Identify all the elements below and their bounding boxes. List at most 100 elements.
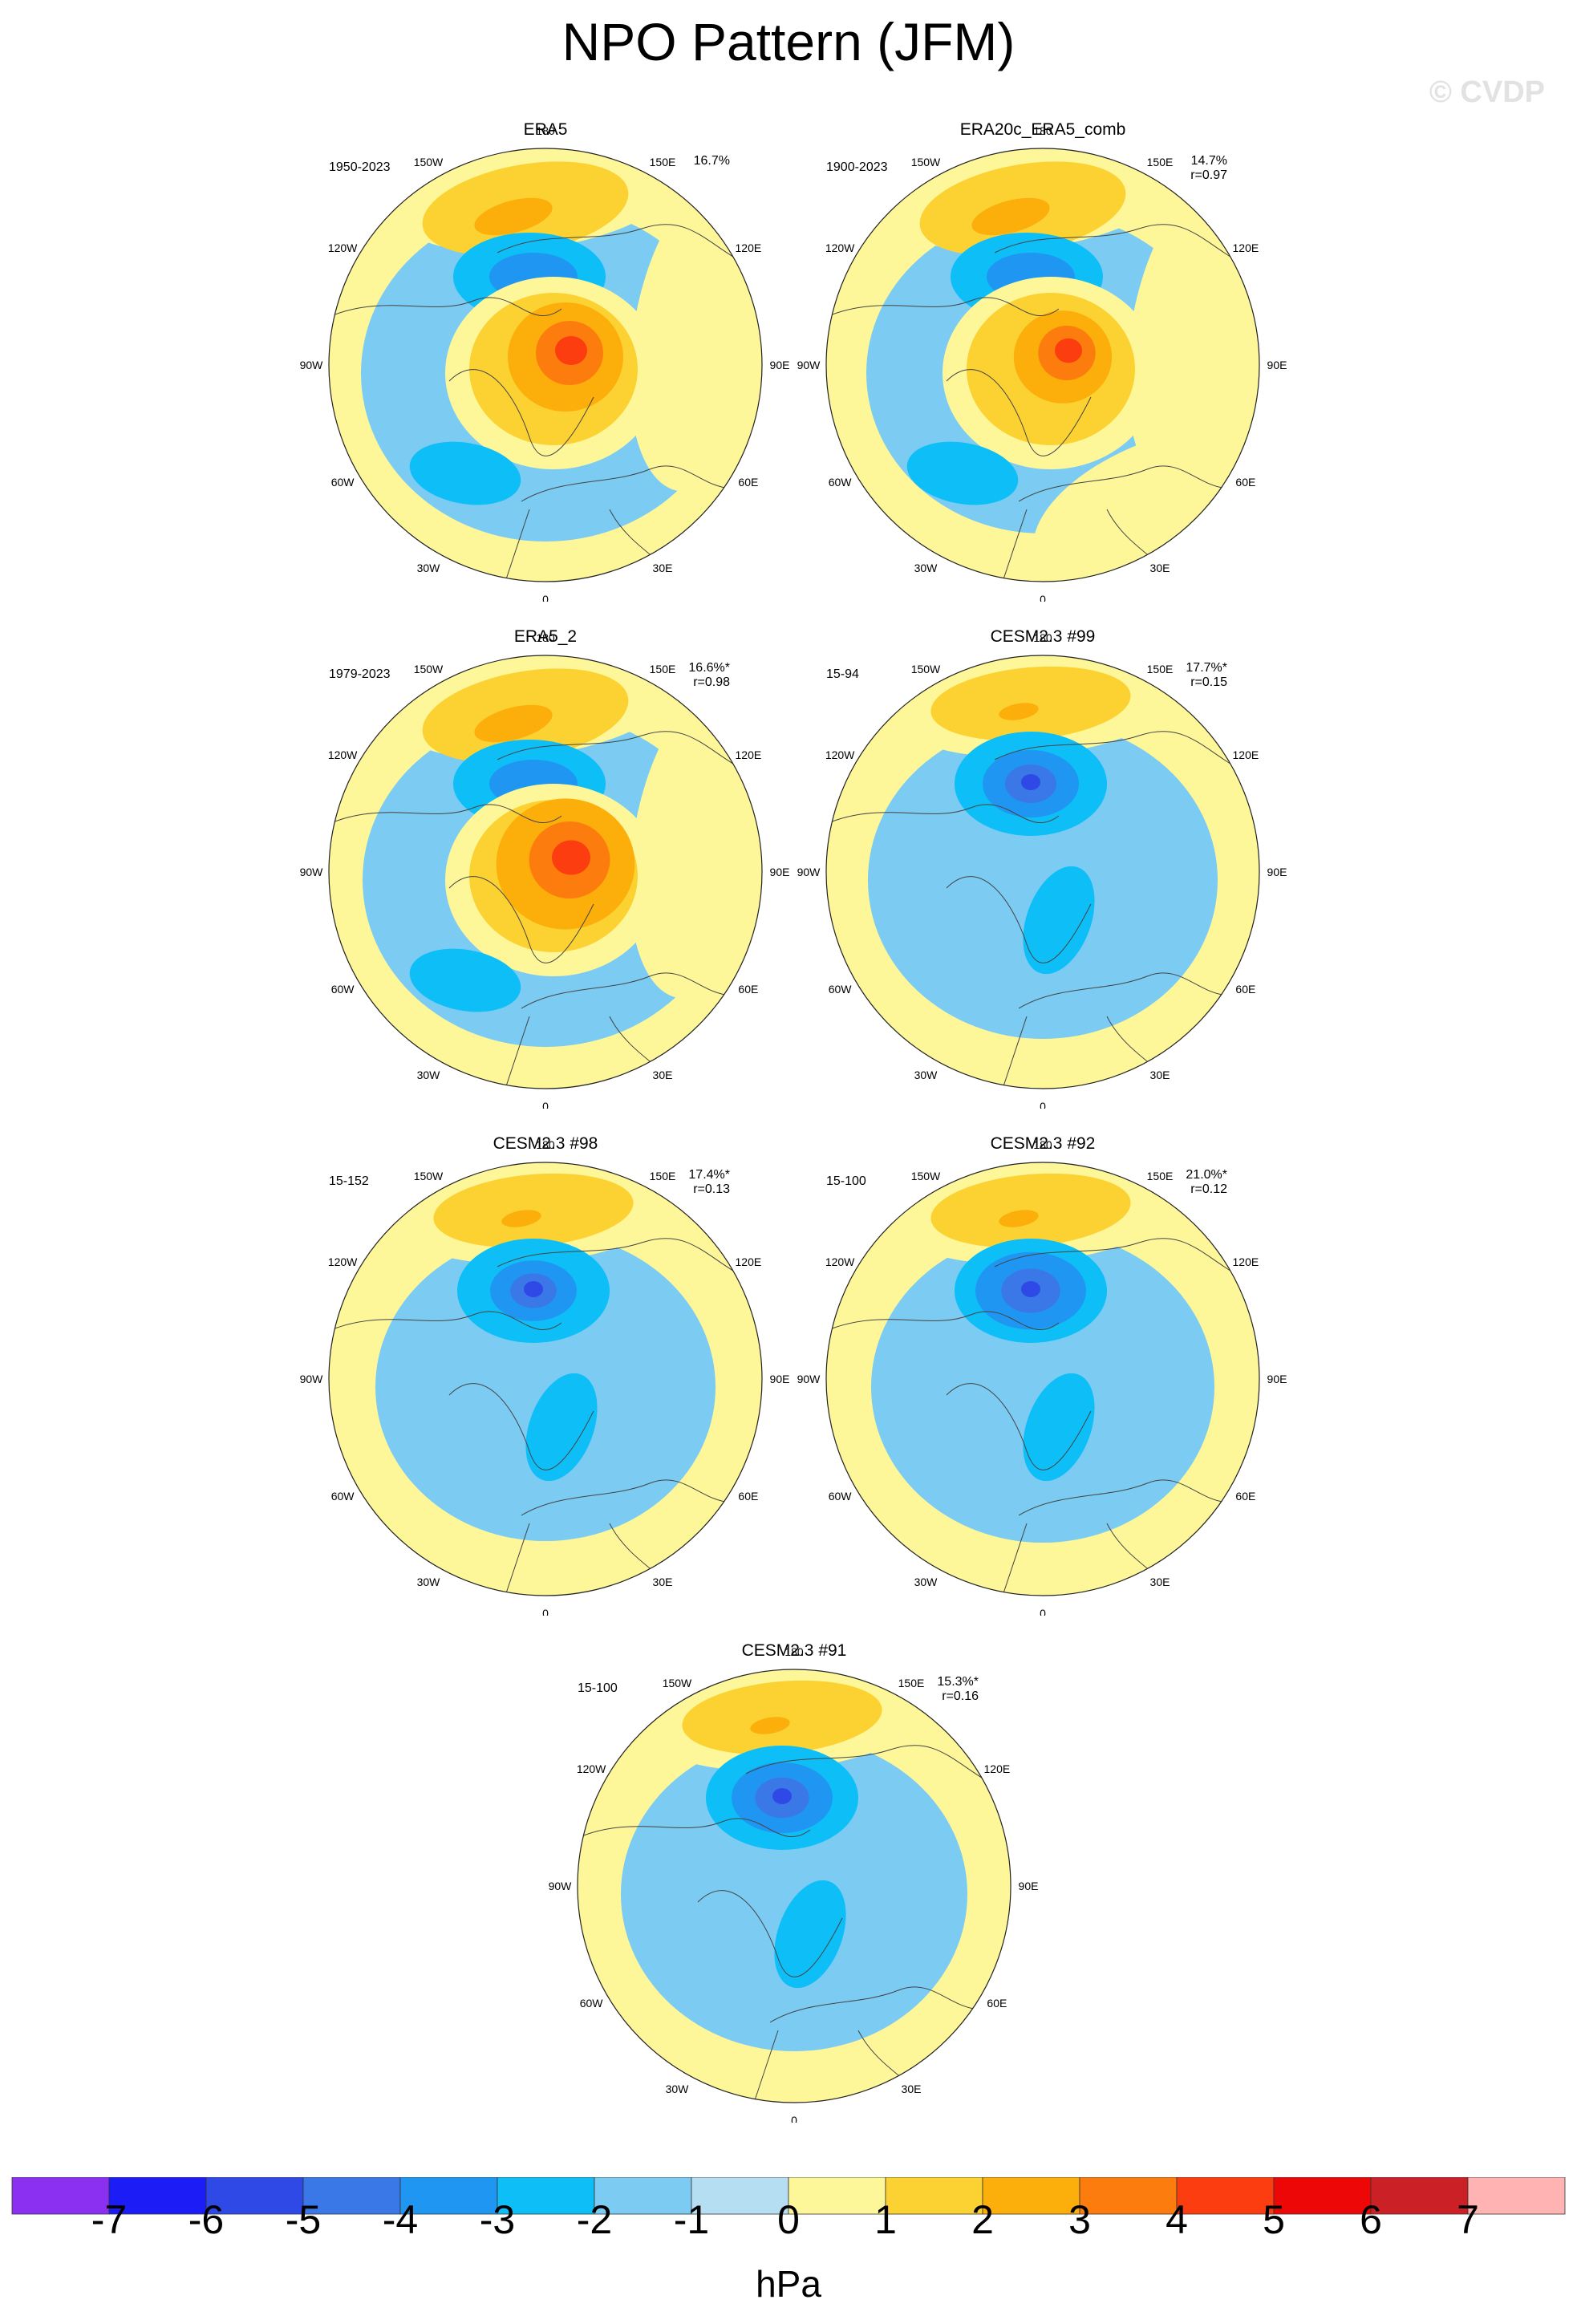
polar-high-5: [555, 336, 587, 365]
panel-period: 15-152: [329, 1174, 369, 1188]
longitude-label: 90E: [770, 1373, 790, 1385]
anomaly-field: [826, 1162, 1259, 1596]
map-border: [825, 1162, 1260, 1596]
colorbar-tick-label: -7: [91, 2197, 128, 2242]
colorbar-tick-label: -6: [188, 2197, 225, 2242]
panel-title: ERA20c_ERA5_comb: [959, 120, 1126, 139]
colorbar-swatch: [205, 2177, 304, 2215]
longitude-label: 150E: [898, 1677, 925, 1689]
panel-stats: 17.7%* r=0.15: [1179, 661, 1227, 690]
longitude-label: 90W: [300, 1373, 324, 1385]
colorbar-tick-label: 6: [1360, 2197, 1382, 2242]
longitude-label: 30W: [417, 1069, 441, 1081]
panel-stats: 14.7% r=0.97: [1179, 154, 1227, 183]
polar-high-5: [1055, 338, 1082, 363]
panel-title: CESM2.3 #98: [493, 1134, 598, 1153]
colorbar-swatch: [1176, 2177, 1275, 2215]
map-panel-cesm92: CESM2.3 #92 15-100 21.0%* r=0.12 180 150E 120E…: [794, 1134, 1291, 1616]
longitude-label: 90E: [770, 359, 790, 371]
map-border: [577, 1669, 1011, 2103]
anomaly-field: [826, 655, 1259, 1089]
longitude-label: 150E: [650, 1170, 676, 1182]
longitude-label: 0: [1040, 1100, 1046, 1109]
longitude-label: 90E: [1019, 1880, 1039, 1892]
longitude-label: 60W: [829, 1490, 853, 1503]
longitude-label: 60E: [738, 476, 758, 489]
variance-percent: 14.7%: [1190, 154, 1227, 168]
colorbar-swatch: [108, 2177, 207, 2215]
longitude-label: 150E: [650, 663, 676, 675]
longitude-label: 30E: [902, 2083, 922, 2095]
anomaly-field: [329, 1162, 762, 1596]
panel-title: ERA5: [523, 120, 568, 139]
arctic-low-core: [1021, 774, 1040, 790]
map-panel-cesm99: CESM2.3 #99 15-94 17.7%* r=0.15 180 150E 120E 9…: [794, 627, 1291, 1109]
colorbar: [11, 2177, 1566, 2215]
colorbar-tick-label: -1: [673, 2197, 710, 2242]
longitude-label: 0: [791, 2114, 797, 2123]
colorbar-swatch: [885, 2177, 983, 2215]
map-panel-era5_2: ERA5_2 1979-2023 16.6%* r=0.98 180 150E 120E 90…: [297, 627, 794, 1109]
longitude-label: 120W: [328, 241, 358, 254]
pattern-correlation: r=0.16: [942, 1689, 979, 1703]
longitude-label: 60E: [738, 1490, 758, 1503]
panel-title: CESM2.3 #99: [990, 627, 1096, 646]
longitude-label: 60E: [1235, 476, 1255, 489]
colorbar-swatch: [399, 2177, 498, 2215]
panel-period: 1900-2023: [826, 160, 888, 174]
longitude-label: 60W: [829, 476, 853, 489]
polar-map: 180 150E 120E 90E 60E 30E 0 30W 60W 90W 120W 150W: [797, 1138, 1287, 1616]
longitude-label: 60E: [738, 983, 758, 996]
longitude-label: 90W: [300, 359, 324, 371]
secondary-low: [774, 1880, 846, 1989]
longitude-label: 30W: [417, 562, 441, 574]
longitude-label: 150W: [414, 156, 444, 168]
longitude-label: 150E: [1147, 156, 1174, 168]
pattern-correlation: r=0.15: [1190, 675, 1227, 689]
panel-period: 1979-2023: [329, 667, 391, 681]
longitude-label: 60E: [1235, 1490, 1255, 1503]
panel-stats: 16.6%* r=0.98: [682, 661, 730, 690]
map-border: [328, 148, 763, 582]
variance-percent: 15.3%*: [937, 1675, 979, 1689]
pattern-correlation: r=0.12: [1190, 1182, 1227, 1196]
longitude-label: 90E: [1267, 866, 1287, 878]
colorbar-swatch: [302, 2177, 401, 2215]
longitude-label: 60W: [331, 983, 355, 996]
longitude-label: 60W: [829, 983, 853, 996]
colorbar-swatch: [11, 2177, 110, 2215]
polar-map: 180 150E 120E 90E 60E 30E 0 30W 60W 90W 120W 150W: [300, 631, 790, 1109]
longitude-label: 150W: [414, 1170, 444, 1182]
longitude-label: 150E: [650, 156, 676, 168]
map-border: [328, 655, 763, 1089]
longitude-label: 180: [536, 124, 555, 137]
panel-period: 15-100: [578, 1681, 618, 1695]
pacific-high-3: [750, 1717, 790, 1734]
longitude-label: 180: [536, 1138, 555, 1151]
polar-map: 180 150E 120E 90E 60E 30E 0 30W 60W 90W 120W 150W: [549, 1645, 1039, 2123]
anomaly-field: [329, 655, 762, 1089]
polar-high-5: [552, 840, 590, 875]
coastlines: [826, 731, 1252, 1089]
longitude-label: 120E: [736, 1255, 762, 1268]
longitude-label: 30W: [417, 1576, 441, 1588]
colorbar-swatch: [594, 2177, 692, 2215]
map-border: [328, 1162, 763, 1596]
panel-stats: 17.4%* r=0.13: [682, 1168, 730, 1197]
panel-period: 15-100: [826, 1174, 866, 1188]
variance-percent: 21.0%*: [1186, 1168, 1227, 1182]
longitude-label: 0: [542, 1100, 549, 1109]
panel-title: ERA5_2: [513, 627, 578, 646]
longitude-label: 150W: [911, 1170, 941, 1182]
colorbar-tick-label: -4: [382, 2197, 419, 2242]
colorbar-swatch: [1467, 2177, 1566, 2215]
longitude-label: 60E: [987, 1997, 1007, 2010]
longitude-label: 120W: [328, 748, 358, 761]
longitude-label: 120E: [1233, 1255, 1259, 1268]
map-border: [825, 148, 1260, 582]
panel-title: CESM2.3 #91: [741, 1641, 847, 1660]
coastlines: [329, 224, 755, 582]
longitude-label: 150W: [663, 1677, 692, 1689]
panel-stats: 16.7%: [682, 154, 730, 168]
coastlines: [826, 1238, 1252, 1596]
